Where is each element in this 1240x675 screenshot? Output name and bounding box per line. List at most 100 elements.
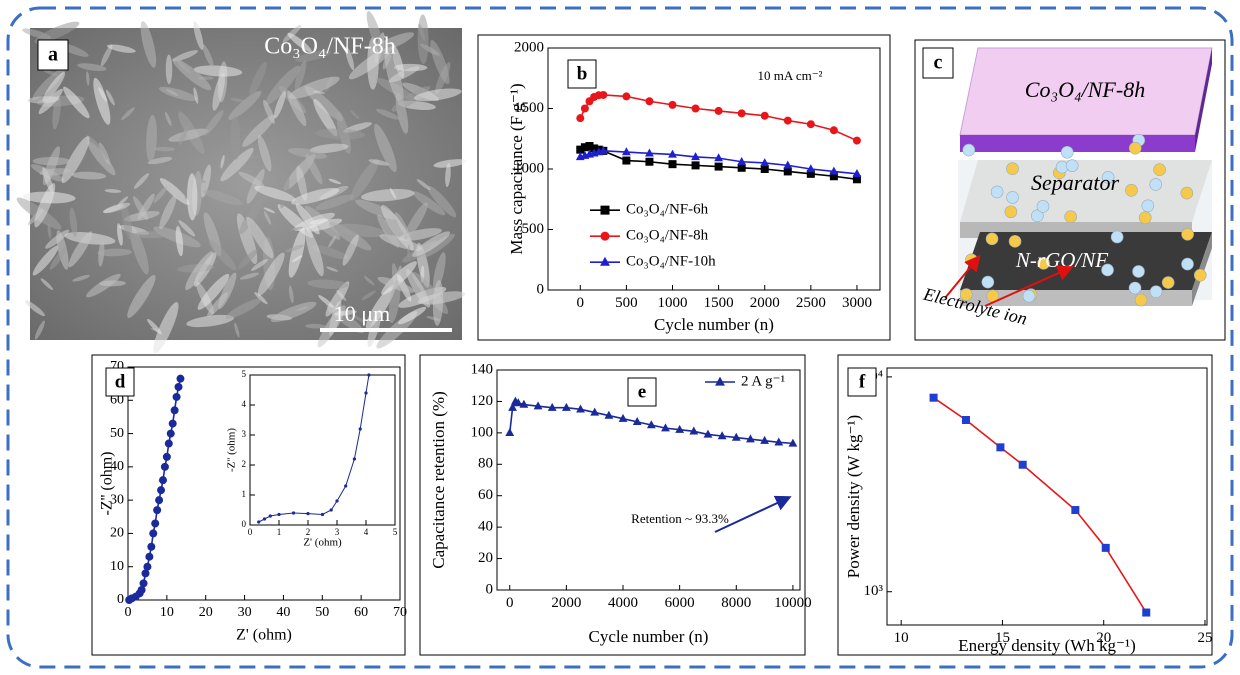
flake xyxy=(25,300,45,317)
flake xyxy=(172,50,198,62)
marker xyxy=(145,552,154,561)
ion xyxy=(1101,171,1115,184)
marker xyxy=(731,432,741,441)
ion xyxy=(1149,178,1163,191)
marker xyxy=(691,104,700,113)
ion xyxy=(1008,235,1022,248)
marker xyxy=(622,92,631,101)
marker xyxy=(675,424,685,433)
ion xyxy=(1138,211,1152,224)
legend-marker xyxy=(600,231,610,241)
flake xyxy=(290,226,304,231)
marker xyxy=(306,511,310,516)
x-tick-label: 10000 xyxy=(774,595,812,611)
flake xyxy=(193,65,243,77)
dashed-border xyxy=(6,6,1234,669)
ion xyxy=(985,232,999,246)
flake xyxy=(291,187,340,205)
y-tick-label: 40 xyxy=(110,459,124,474)
marker xyxy=(505,428,515,437)
scale-bar-label: 10 μm xyxy=(334,301,390,326)
x-tick-label: 0 xyxy=(506,595,514,611)
marker xyxy=(646,420,656,429)
marker xyxy=(604,410,614,419)
legend-marker xyxy=(715,376,725,386)
panel-label: b xyxy=(577,63,588,84)
marker xyxy=(760,158,770,167)
flake xyxy=(305,153,323,185)
marker xyxy=(622,156,631,165)
x-tick-label: 20 xyxy=(1096,630,1111,646)
marker xyxy=(257,520,261,524)
x-tick-label: 60 xyxy=(354,605,368,620)
arrow xyxy=(984,265,1074,307)
y-tick-label: 120 xyxy=(471,393,494,409)
flake xyxy=(305,229,324,277)
flake xyxy=(406,269,431,308)
x-tick-label: 4 xyxy=(364,527,369,537)
flake xyxy=(317,305,346,348)
ion xyxy=(1161,276,1175,289)
marker xyxy=(996,443,1005,452)
flake xyxy=(175,225,184,257)
x-tick-label: 6000 xyxy=(665,595,695,611)
ion xyxy=(1181,257,1194,271)
ion xyxy=(1031,209,1044,223)
flake xyxy=(251,259,268,271)
flake xyxy=(313,99,338,137)
flake xyxy=(296,165,308,201)
flake xyxy=(127,274,156,318)
marker xyxy=(137,586,146,595)
ion xyxy=(1006,191,1019,204)
flake xyxy=(212,73,225,111)
flake xyxy=(388,279,401,324)
flake xyxy=(158,86,198,101)
flake xyxy=(102,202,131,214)
y-tick-label: 30 xyxy=(110,492,124,507)
flake xyxy=(391,86,431,112)
ion xyxy=(960,288,973,301)
marker xyxy=(774,437,784,446)
flake xyxy=(106,89,115,106)
marker xyxy=(519,399,529,408)
marker xyxy=(590,407,600,416)
annotation: 10 mA cm⁻² xyxy=(758,68,823,83)
marker xyxy=(645,148,654,157)
flake xyxy=(133,173,150,189)
marker xyxy=(852,169,862,178)
y-axis-title: -Z'' (ohm) xyxy=(226,428,238,472)
y-tick-label: 0 xyxy=(537,281,545,297)
x-tick-label: 0 xyxy=(248,527,253,537)
flake xyxy=(270,301,317,323)
legend-label: Co₃O₄/NF-6h xyxy=(626,202,709,218)
flake xyxy=(187,173,198,221)
marker xyxy=(153,506,162,515)
flake xyxy=(49,246,67,270)
marker xyxy=(598,146,608,155)
flake xyxy=(311,244,349,260)
flake xyxy=(99,280,126,287)
flake xyxy=(77,63,107,71)
marker xyxy=(364,391,368,395)
flake xyxy=(350,110,360,120)
flake xyxy=(72,274,90,282)
plot-frame xyxy=(249,374,396,526)
flake xyxy=(86,71,90,86)
arrow xyxy=(944,254,981,299)
marker xyxy=(788,438,798,447)
flake xyxy=(34,21,80,44)
marker xyxy=(783,160,793,169)
flake xyxy=(86,135,108,160)
flake xyxy=(325,281,350,317)
flake xyxy=(391,44,405,79)
marker xyxy=(149,529,158,538)
ion xyxy=(1181,227,1194,241)
ion xyxy=(1064,210,1077,223)
marker xyxy=(661,423,670,432)
marker xyxy=(714,162,723,171)
marker xyxy=(737,156,747,165)
flake xyxy=(164,111,172,126)
x-tick-label: 20 xyxy=(199,605,213,620)
flake xyxy=(361,188,415,202)
x-tick-label: 8000 xyxy=(721,595,751,611)
